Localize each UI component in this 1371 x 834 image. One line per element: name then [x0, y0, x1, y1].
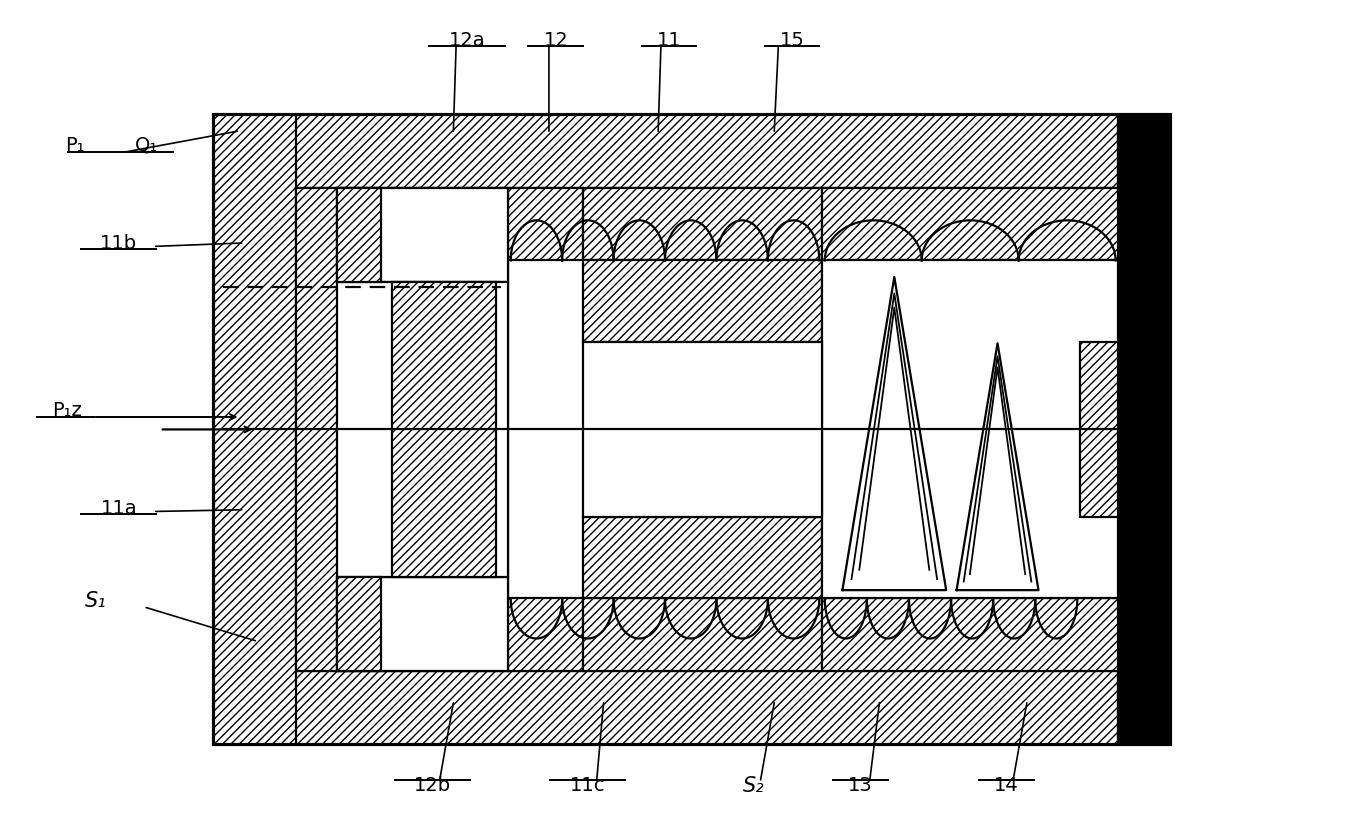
Bar — [583, 599, 823, 671]
Bar — [583, 516, 823, 599]
Text: 15: 15 — [780, 31, 805, 49]
Bar — [214, 114, 1119, 188]
Text: 11a: 11a — [100, 499, 137, 518]
Bar — [1119, 114, 1171, 744]
Text: S₁: S₁ — [85, 591, 107, 611]
Bar — [509, 188, 583, 260]
Bar — [337, 282, 509, 577]
Bar — [337, 188, 509, 282]
Bar — [823, 188, 1119, 260]
Text: 12a: 12a — [448, 31, 485, 49]
Text: S₂: S₂ — [743, 776, 765, 796]
Bar — [337, 577, 509, 671]
Bar — [214, 671, 1119, 744]
Bar — [509, 599, 583, 671]
Bar — [583, 260, 823, 342]
Bar — [337, 577, 381, 671]
Bar — [583, 188, 823, 260]
Text: 12b: 12b — [414, 776, 451, 795]
Text: 11: 11 — [657, 31, 681, 49]
Bar — [1080, 342, 1119, 516]
Bar — [337, 188, 381, 282]
Text: 11c: 11c — [569, 776, 605, 795]
Text: 13: 13 — [847, 776, 873, 795]
Bar — [296, 188, 509, 671]
Text: 11b: 11b — [100, 234, 137, 253]
Bar — [214, 114, 1171, 744]
Bar — [823, 260, 1119, 599]
Bar — [392, 282, 496, 577]
Bar — [823, 599, 1119, 671]
Text: 12: 12 — [543, 31, 568, 49]
Text: 14a: 14a — [1082, 408, 1119, 426]
Text: P₁: P₁ — [66, 136, 85, 155]
Bar — [583, 342, 823, 516]
Bar — [214, 114, 296, 744]
Text: P₁z: P₁z — [52, 401, 82, 420]
Text: Q₁: Q₁ — [136, 136, 159, 155]
Text: 14: 14 — [994, 776, 1019, 795]
